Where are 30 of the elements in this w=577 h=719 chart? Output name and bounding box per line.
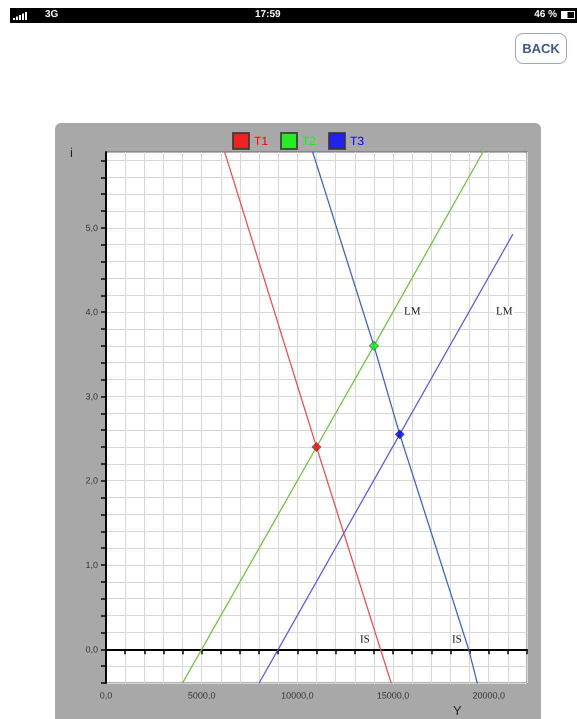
y-tick-label: 2,0 <box>85 476 98 486</box>
y-tick-label: 1,0 <box>85 560 98 570</box>
annotation: LM <box>404 306 421 318</box>
line-series <box>258 234 514 684</box>
text: 17:59 <box>255 9 281 20</box>
back-button: BACK <box>515 33 567 64</box>
point <box>394 430 405 440</box>
y-tick-label: 3,0 <box>85 391 98 402</box>
x-tick-label: 5000,0 <box>188 690 216 700</box>
x-axis-title: Y <box>453 703 462 718</box>
text: 3G <box>45 9 58 20</box>
x-tick-label: 15000,0 <box>376 690 410 700</box>
x-tick-label: 0,0 <box>100 690 112 700</box>
y-tick-label: 0,0 <box>85 644 98 654</box>
text: 46 % <box>534 9 557 20</box>
y-axis-title: i <box>70 145 73 160</box>
y-tick-label: 4,0 <box>85 307 98 318</box>
point <box>369 341 379 351</box>
line-series <box>182 151 484 684</box>
legend-label: T2 <box>302 134 316 148</box>
line-series <box>312 151 478 684</box>
legend-label: T1 <box>254 134 268 148</box>
annotation: LM <box>496 306 513 318</box>
x-tick-label: 10000,0 <box>281 690 314 700</box>
legend-label: T3 <box>350 134 364 148</box>
annotation: IS <box>452 634 462 646</box>
annotation: IS <box>360 634 370 646</box>
x-tick-label: 20000,0 <box>472 690 505 700</box>
point <box>312 442 322 452</box>
y-tick-label: 5,0 <box>85 222 98 233</box>
